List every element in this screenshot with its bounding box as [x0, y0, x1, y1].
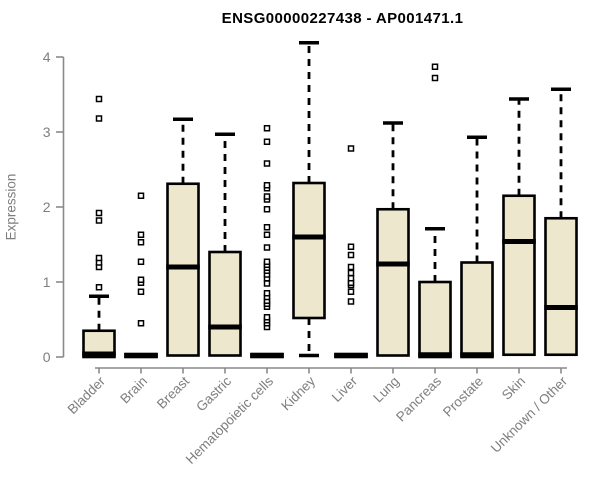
- iqr-box: [208, 250, 242, 357]
- outlier-point: [95, 284, 103, 291]
- outlier-point: [347, 298, 355, 305]
- outlier-point: [431, 63, 439, 70]
- outlier-point: [347, 269, 355, 277]
- outlier-point: [137, 192, 145, 199]
- outlier-point: [263, 182, 271, 189]
- boxplot-kidney: [292, 41, 326, 358]
- x-tick-label-brain: Brain: [117, 374, 150, 407]
- outlier-point: [263, 138, 271, 145]
- outlier-point: [95, 217, 103, 224]
- boxplot-breast: [166, 117, 200, 357]
- outlier-point: [263, 231, 271, 238]
- iqr-box: [544, 216, 578, 357]
- outlier-point: [347, 145, 355, 152]
- outlier-point: [137, 320, 145, 327]
- outlier-point: [137, 258, 145, 265]
- iqr-box: [502, 194, 536, 357]
- x-tick-label-skin: Skin: [499, 374, 528, 403]
- x-tick-label-kidney: Kidney: [278, 373, 318, 413]
- outlier-point: [95, 115, 103, 122]
- outlier-point: [263, 224, 271, 231]
- outlier-point: [347, 251, 355, 259]
- x-tick-label-bladder: Bladder: [65, 373, 109, 417]
- outlier-point: [431, 74, 439, 82]
- y-tick-label: 0: [43, 349, 51, 365]
- y-tick-label: 2: [43, 199, 51, 215]
- outlier-point: [263, 193, 271, 200]
- x-tick-label-liver: Liver: [329, 373, 361, 405]
- outlier-point: [137, 239, 145, 246]
- outlier-point: [263, 206, 271, 213]
- outlier-point: [347, 288, 355, 295]
- outlier-point: [137, 288, 145, 295]
- boxplot-brain: [124, 192, 158, 359]
- boxplot-liver: [334, 145, 368, 359]
- boxplot-lung: [376, 121, 410, 357]
- outlier-point: [263, 290, 271, 297]
- iqr-box: [292, 181, 326, 320]
- x-tick-label-prostate: Prostate: [440, 374, 486, 420]
- x-tick-label-pancreas: Pancreas: [393, 373, 444, 424]
- iqr-box: [460, 261, 494, 359]
- x-tick-label-gastric: Gastric: [193, 373, 234, 414]
- boxplot-bladder: [82, 95, 116, 359]
- iqr-box: [376, 207, 410, 357]
- outlier-point: [95, 95, 103, 103]
- outlier-point: [95, 254, 103, 262]
- boxplot-unknown-other: [544, 87, 578, 357]
- boxplot-prostate: [460, 135, 494, 359]
- iqr-box: [418, 280, 452, 359]
- outlier-point: [137, 276, 145, 283]
- outlier-point: [95, 209, 103, 217]
- y-tick-label: 3: [43, 124, 51, 140]
- outlier-point: [347, 243, 355, 250]
- chart-title: ENSG00000227438 - AP001471.1: [221, 10, 464, 27]
- outlier-point: [263, 125, 271, 132]
- y-tick-label: 4: [43, 49, 51, 65]
- outlier-point: [263, 244, 271, 251]
- boxplot-pancreas: [418, 63, 452, 359]
- outlier-point: [263, 160, 271, 167]
- boxplot-gastric: [208, 132, 242, 357]
- outlier-point: [263, 314, 271, 321]
- outlier-point: [347, 275, 355, 282]
- iqr-box: [166, 182, 200, 357]
- boxplot-skin: [502, 97, 536, 357]
- outlier-point: [263, 280, 271, 287]
- y-tick-label: 1: [43, 274, 51, 290]
- x-tick-label-unknown-other: Unknown / Other: [488, 373, 571, 456]
- boxplot-hematopoietic-cells: [250, 125, 284, 359]
- x-tick-label-lung: Lung: [370, 374, 402, 406]
- outlier-point: [263, 258, 271, 265]
- x-tick-label-breast: Breast: [154, 373, 192, 411]
- outlier-point: [347, 263, 355, 271]
- outlier-point: [137, 231, 145, 238]
